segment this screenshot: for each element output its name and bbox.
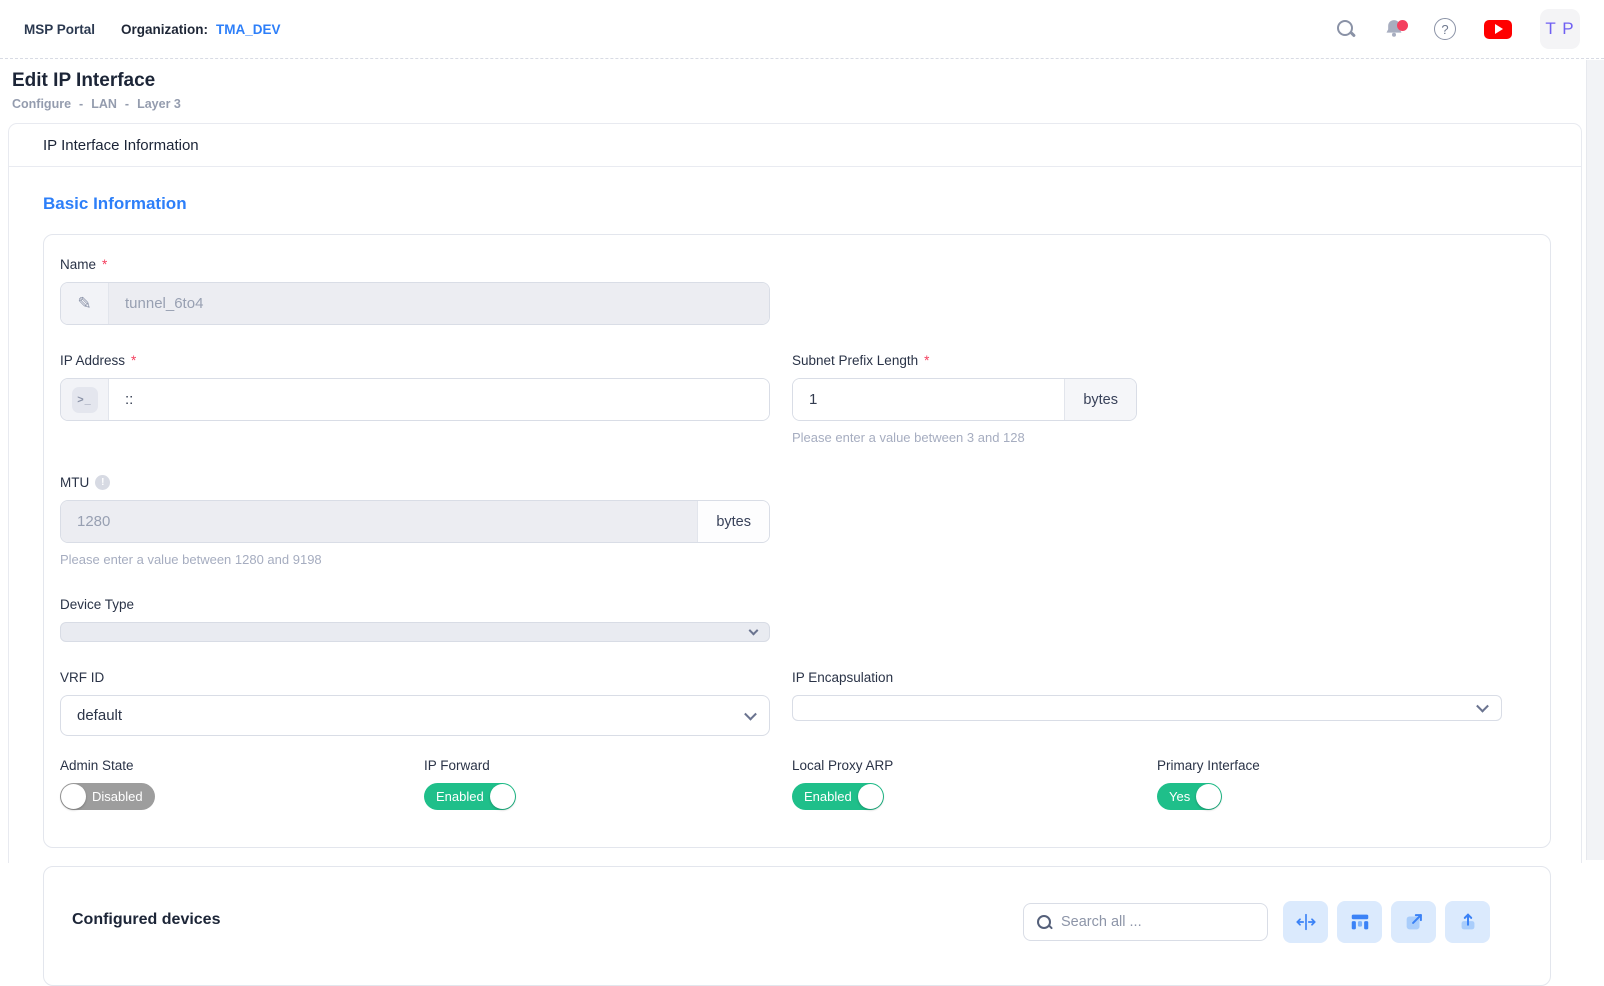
devices-toolbar bbox=[1023, 901, 1490, 943]
toggle-state-text: Enabled bbox=[804, 789, 852, 804]
columns-icon bbox=[1351, 914, 1368, 930]
ip-forward-field: IP Forward Enabled bbox=[424, 758, 792, 814]
required-asterisk: * bbox=[924, 353, 930, 368]
vrf-id-select[interactable]: default bbox=[60, 695, 770, 736]
chevron-down-icon bbox=[744, 707, 757, 721]
subnet-prefix-length-input[interactable] bbox=[793, 379, 1065, 420]
youtube-icon[interactable] bbox=[1484, 19, 1512, 39]
toggle-state-text: Yes bbox=[1169, 789, 1191, 804]
toggle-knob bbox=[61, 784, 86, 809]
ip-forward-label: IP Forward bbox=[424, 758, 490, 773]
breadcrumb-configure[interactable]: Configure bbox=[12, 97, 72, 111]
toggle-knob bbox=[857, 784, 883, 809]
primary-interface-toggle[interactable]: Yes bbox=[1157, 783, 1223, 810]
mtu-helper-text: Please enter a value between 1280 and 91… bbox=[60, 552, 322, 567]
play-triangle-icon bbox=[1495, 24, 1503, 34]
primary-interface-label: Primary Interface bbox=[1157, 758, 1260, 773]
ip-address-label: IP Address bbox=[60, 353, 126, 368]
ip-interface-card: IP Interface Information Basic Informati… bbox=[8, 123, 1582, 986]
basic-information-panel: Name * ✎ IP Address * >_ bbox=[43, 234, 1551, 848]
configured-devices-title: Configured devices bbox=[72, 911, 221, 928]
ip-forward-toggle[interactable]: Enabled bbox=[424, 783, 516, 810]
breadcrumb-separator: - bbox=[124, 97, 130, 111]
toggle-state-text: Disabled bbox=[92, 789, 143, 804]
mtu-field: MTU ! bytes Please enter a value between… bbox=[60, 475, 1534, 567]
search-icon[interactable] bbox=[1336, 19, 1356, 39]
subnet-helper-text: Please enter a value between 3 and 128 bbox=[792, 430, 1025, 445]
fit-columns-button[interactable] bbox=[1283, 901, 1328, 943]
mtu-input bbox=[61, 501, 698, 542]
info-icon[interactable]: ! bbox=[95, 475, 111, 490]
mtu-unit-suffix: bytes bbox=[697, 501, 769, 542]
vrf-id-field: VRF ID default bbox=[60, 670, 770, 736]
admin-state-label: Admin State bbox=[60, 758, 134, 773]
subnet-prefix-length-field: Subnet Prefix Length * bytes Please ente… bbox=[792, 353, 1534, 445]
section-title-basic-information: Basic Information bbox=[43, 194, 187, 213]
topbar-actions: ? T P bbox=[1336, 9, 1580, 49]
search-box[interactable] bbox=[1023, 903, 1268, 941]
card-title: IP Interface Information bbox=[9, 124, 1581, 167]
name-input bbox=[109, 283, 769, 324]
terminal-icon: >_ bbox=[71, 386, 98, 413]
toggle-state-text: Enabled bbox=[436, 789, 484, 804]
page-head: Edit IP Interface Configure - LAN - Laye… bbox=[0, 59, 1604, 121]
organization-value[interactable]: TMA_DEV bbox=[216, 21, 281, 37]
user-avatar[interactable]: T P bbox=[1540, 9, 1580, 49]
name-field: Name * ✎ bbox=[60, 257, 1534, 325]
name-label: Name bbox=[60, 257, 97, 272]
mtu-label: MTU bbox=[60, 475, 90, 490]
ip-address-input[interactable] bbox=[109, 379, 769, 420]
required-asterisk: * bbox=[131, 353, 137, 368]
admin-state-toggle[interactable]: Disabled bbox=[60, 783, 155, 810]
required-asterisk: * bbox=[102, 257, 108, 272]
toggle-knob bbox=[1196, 784, 1222, 809]
ip-encapsulation-label: IP Encapsulation bbox=[792, 670, 894, 685]
toggle-knob bbox=[489, 784, 515, 809]
primary-interface-field: Primary Interface Yes bbox=[1157, 758, 1534, 814]
page-title: Edit IP Interface bbox=[12, 70, 156, 91]
topbar: MSP Portal Organization: TMA_DEV ? T P bbox=[0, 0, 1604, 59]
search-input[interactable] bbox=[1061, 914, 1255, 930]
chevron-down-icon bbox=[1476, 699, 1489, 713]
columns-button[interactable] bbox=[1337, 901, 1382, 943]
brand-msp-portal[interactable]: MSP Portal bbox=[24, 21, 96, 37]
export-upload-icon bbox=[1461, 913, 1474, 930]
local-proxy-arp-toggle[interactable]: Enabled bbox=[792, 783, 884, 810]
ip-encapsulation-select[interactable] bbox=[792, 695, 1502, 721]
breadcrumb-separator: - bbox=[79, 97, 84, 111]
search-icon bbox=[1036, 914, 1052, 930]
notifications-bell-icon[interactable] bbox=[1384, 18, 1408, 40]
export-button[interactable] bbox=[1445, 901, 1490, 943]
subnet-prefix-length-label: Subnet Prefix Length bbox=[792, 353, 919, 368]
open-external-button[interactable] bbox=[1391, 901, 1436, 943]
device-type-select bbox=[60, 622, 770, 642]
configured-devices-panel: Configured devices bbox=[43, 866, 1551, 986]
card-body: Basic Information Name * ✎ IP Address bbox=[9, 194, 1581, 986]
open-external-icon bbox=[1406, 914, 1422, 930]
vrf-id-label: VRF ID bbox=[60, 670, 105, 685]
fit-columns-icon bbox=[1295, 913, 1316, 931]
help-icon[interactable]: ? bbox=[1434, 18, 1456, 40]
vrf-id-value: default bbox=[77, 707, 123, 724]
device-type-field: Device Type bbox=[60, 597, 1534, 642]
organization-label: Organization: bbox=[121, 21, 209, 37]
chevron-down-icon bbox=[748, 625, 759, 636]
breadcrumb-layer3[interactable]: Layer 3 bbox=[137, 97, 181, 111]
local-proxy-arp-field: Local Proxy ARP Enabled bbox=[792, 758, 1157, 814]
ip-address-field: IP Address * >_ bbox=[60, 353, 770, 445]
notification-dot bbox=[1397, 20, 1408, 31]
page-scrollbar[interactable] bbox=[1586, 60, 1604, 860]
local-proxy-arp-label: Local Proxy ARP bbox=[792, 758, 894, 773]
breadcrumb-lan[interactable]: LAN bbox=[91, 97, 117, 111]
admin-state-field: Admin State Disabled bbox=[60, 758, 424, 814]
subnet-unit-suffix: bytes bbox=[1064, 379, 1136, 420]
breadcrumb: Configure - LAN - Layer 3 bbox=[12, 97, 1604, 111]
ip-encapsulation-field: IP Encapsulation bbox=[792, 670, 1534, 736]
toggles-row: Admin State Disabled IP Forward Enabled … bbox=[60, 758, 1534, 814]
pencil-icon: ✎ bbox=[77, 293, 92, 313]
device-type-label: Device Type bbox=[60, 597, 135, 612]
